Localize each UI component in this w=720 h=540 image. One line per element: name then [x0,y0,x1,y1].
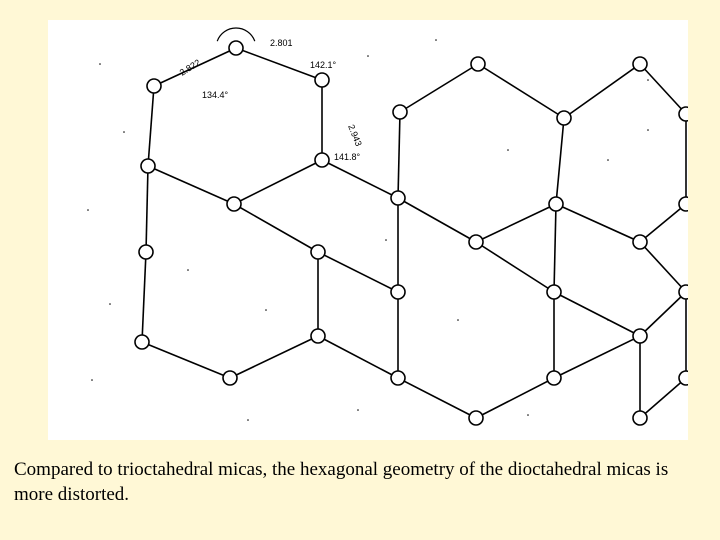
edge [234,160,322,204]
edge [556,204,640,242]
node [679,371,688,385]
speck [109,303,111,305]
edge [564,64,640,118]
edge [640,64,686,114]
node [471,57,485,71]
diagram-label: 142.1° [310,60,337,70]
diagram-container: 2.801 142.1° 2.822 134.4° 2.943 141.8° [48,20,688,440]
edge [398,112,400,198]
diagram-label: 134.4° [202,90,229,100]
node [391,371,405,385]
node [679,107,688,121]
speck [367,55,369,57]
node [547,285,561,299]
angle-arc [217,28,255,41]
node [633,411,647,425]
node [557,111,571,125]
edge [640,292,686,336]
edge [640,242,686,292]
diagram-label: 141.8° [334,152,361,162]
edge [318,252,398,292]
node [229,41,243,55]
speck [91,379,93,381]
speck [357,409,359,411]
edge [640,378,686,418]
edge [318,336,398,378]
node [469,235,483,249]
node [391,191,405,205]
edge [142,342,230,378]
node [391,285,405,299]
speck [435,39,437,41]
edge [142,252,146,342]
node [315,153,329,167]
speck [187,269,189,271]
speck [527,414,529,416]
edge [148,166,234,204]
edge [148,86,154,166]
node [227,197,241,211]
node [141,159,155,173]
diagram-label: 2.822 [178,57,202,77]
speck [123,131,125,133]
node [547,371,561,385]
edge [476,204,556,242]
speck [607,159,609,161]
edge [476,242,554,292]
node [139,245,153,259]
edge [554,336,640,378]
speck [647,79,649,81]
node [633,235,647,249]
node [679,285,688,299]
edge [476,378,554,418]
diagram-label: 2.801 [270,38,293,48]
edge [230,336,318,378]
edge [398,378,476,418]
node [135,335,149,349]
speck [87,209,89,211]
edge [322,160,398,198]
node [679,197,688,211]
speck [265,309,267,311]
node [633,57,647,71]
edge [234,204,318,252]
speck [247,419,249,421]
caption-text: Compared to trioctahedral micas, the hex… [14,457,706,508]
edge [556,118,564,204]
node [633,329,647,343]
node [315,73,329,87]
edge [554,204,556,292]
speck [647,129,649,131]
node [549,197,563,211]
edge [146,166,148,252]
speck [457,319,459,321]
node [469,411,483,425]
speck [99,63,101,65]
node [311,245,325,259]
hexagon-network-diagram: 2.801 142.1° 2.822 134.4° 2.943 141.8° [48,20,688,440]
node [223,371,237,385]
node [147,79,161,93]
node [311,329,325,343]
edge [398,198,476,242]
speck [385,239,387,241]
edge [478,64,564,118]
diagram-label: 2.943 [346,123,364,148]
edge [554,292,640,336]
node [393,105,407,119]
speck [607,319,609,321]
edge [640,204,686,242]
speck [507,149,509,151]
edge [400,64,478,112]
